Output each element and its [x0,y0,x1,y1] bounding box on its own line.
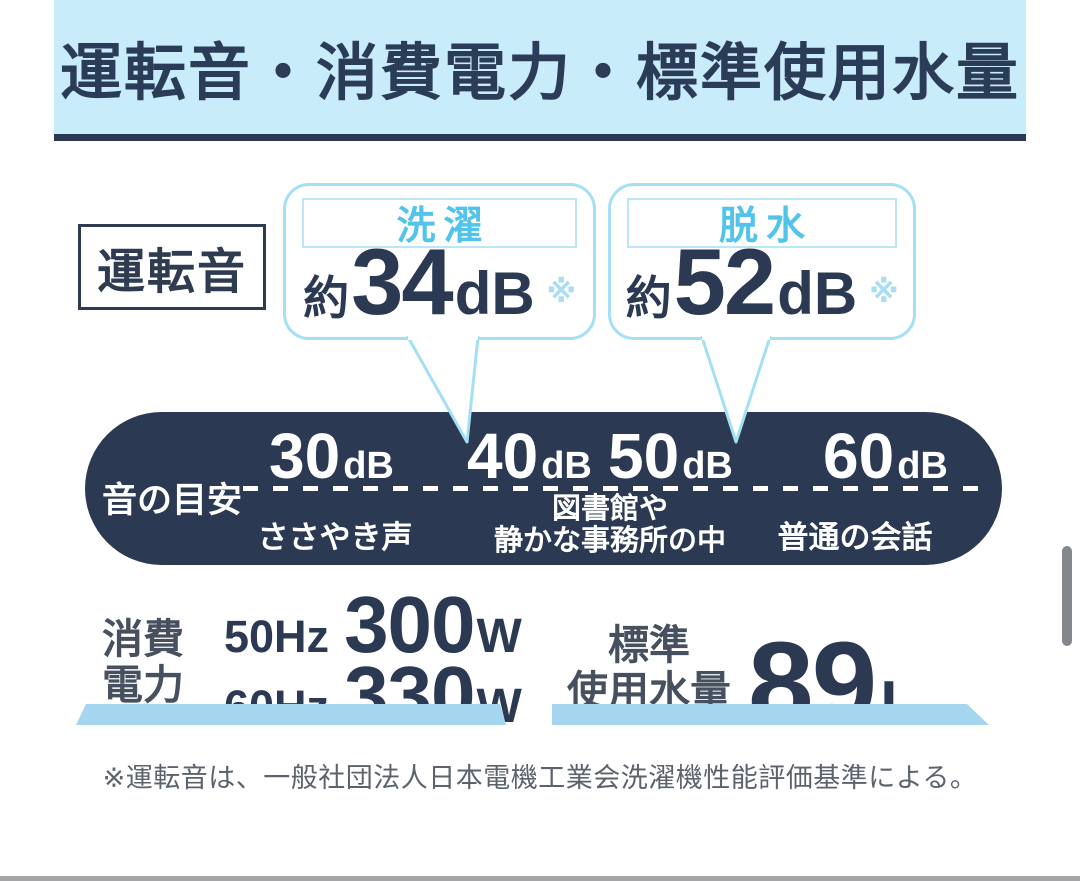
noise-section-label: 運転音 [96,246,247,299]
wash-mode-label: 洗濯 [396,205,491,248]
scrollbar-thumb[interactable] [1062,546,1072,646]
scale-unit: dB [897,445,948,487]
wash-bubble-tail [406,329,480,444]
water-underline-bar [552,704,989,725]
spin-bubble-tail [700,329,772,444]
spin-noise-bubble: 脱水 約 52 dB ※ [608,183,916,340]
spin-mode-tag: 脱水 [627,198,897,248]
scale-number: 40 [467,420,539,492]
spin-noise-number: 52 [673,229,777,334]
footnote-mark: ※ [546,276,576,309]
scale-number: 50 [608,420,680,492]
wash-noise-bubble: 洗濯 約 34 dB ※ [283,183,596,340]
scale-desc-conversation: 普通の会話 [777,520,933,555]
scale-desc-whisper: ささやき声 [257,520,413,555]
wash-mode-tag: 洗濯 [302,198,577,248]
power-label-line2: 電力 [102,662,184,708]
power-value-50hz: 300 [344,580,475,669]
noise-scale-label: 音の目安 [102,481,243,520]
scale-unit: dB [541,445,592,487]
scale-point-30db: 30 dB [269,424,394,488]
water-usage-value: 89 L [748,625,918,743]
spin-mode-label: 脱水 [718,205,813,248]
spin-noise-value: 約 52 dB ※ [611,235,913,329]
scale-dashed-line [243,486,979,491]
water-section-label: 標準 使用水量 [550,622,748,714]
scale-point-50db: 50 dB [608,424,733,488]
title-banner: 運転音・消費電力・標準使用水量 [54,0,1026,134]
scale-number: 30 [269,420,341,492]
scale-point-60db: 60 dB [823,424,948,488]
noise-scale-pill: 音の目安 30 dB 40 dB 50 dB 60 dB ささやき声 図書館や … [85,412,1002,565]
banner-underline [54,134,1026,141]
scale-unit: dB [682,445,733,487]
bottom-divider [0,876,1080,881]
wash-noise-number: 34 [351,229,454,334]
page-title: 運転音・消費電力・標準使用水量 [59,39,1020,108]
scale-number: 60 [823,420,895,492]
power-section-label: 消費 電力 [97,616,189,708]
wash-noise-unit: dB [454,260,535,327]
water-number: 89 [748,618,877,750]
water-label-line1: 標準 [608,622,690,668]
spin-noise-unit: dB [777,260,858,327]
approx-prefix: 約 [303,272,350,324]
scale-unit: dB [343,445,394,487]
power-label-line1: 消費 [102,616,184,662]
freq-50hz: 50Hz [224,611,330,662]
power-underline-bar [76,704,506,725]
power-row-50hz: 50Hz 300 W [224,585,522,665]
scale-desc-library-line1: 図書館や [551,493,668,525]
scale-desc-library: 図書館や 静かな事務所の中 [483,493,737,557]
footnote-mark: ※ [869,276,899,309]
approx-prefix: 約 [625,272,672,324]
footnote-text: ※運転音は、一般社団法人日本電機工業会洗濯機性能評価基準による。 [102,763,978,793]
scale-desc-library-line2: 静かな事務所の中 [493,525,726,557]
power-unit: W [476,610,522,663]
scale-point-40db: 40 dB [467,424,592,488]
wash-noise-value: 約 34 dB ※ [286,235,593,329]
noise-section-label-box: 運転音 [78,224,266,310]
